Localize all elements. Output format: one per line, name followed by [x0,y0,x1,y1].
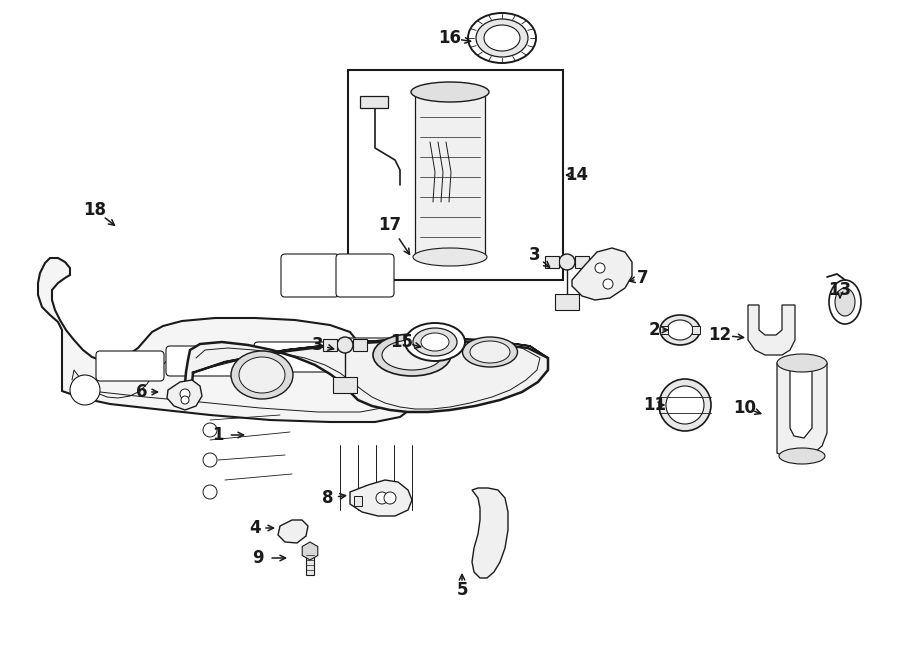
Circle shape [603,279,613,289]
Circle shape [203,453,217,467]
Ellipse shape [660,315,700,345]
Ellipse shape [239,357,285,393]
Polygon shape [278,520,308,543]
Text: 17: 17 [378,216,401,234]
Text: 13: 13 [828,281,851,299]
Polygon shape [748,305,795,355]
Polygon shape [323,339,337,351]
Ellipse shape [468,13,536,63]
Bar [348,70,563,280]
Text: 2: 2 [648,321,660,339]
Polygon shape [167,380,202,410]
Ellipse shape [413,248,487,266]
Bar [360,96,388,108]
Text: 8: 8 [322,489,334,507]
Circle shape [70,375,100,405]
Ellipse shape [484,25,520,51]
Polygon shape [302,542,318,560]
Text: 9: 9 [252,549,264,567]
Ellipse shape [413,328,457,356]
Ellipse shape [829,280,861,324]
Text: 6: 6 [136,383,148,401]
Polygon shape [38,258,412,422]
Polygon shape [415,92,485,257]
Text: 3: 3 [312,336,324,354]
Text: 15: 15 [391,333,413,351]
Ellipse shape [835,288,855,316]
Bar [354,496,362,506]
Ellipse shape [476,19,528,57]
Polygon shape [660,326,668,334]
Ellipse shape [382,340,442,370]
Polygon shape [575,256,589,268]
Ellipse shape [666,386,704,424]
FancyBboxPatch shape [281,254,339,297]
Text: 5: 5 [456,581,468,599]
Circle shape [181,396,189,404]
Text: 1: 1 [212,426,224,444]
Ellipse shape [411,82,489,102]
Ellipse shape [667,320,693,340]
Circle shape [595,263,605,273]
Ellipse shape [777,354,827,372]
Circle shape [180,389,190,399]
Circle shape [376,492,388,504]
Text: 7: 7 [637,269,649,287]
Polygon shape [333,377,357,393]
Ellipse shape [470,341,510,363]
FancyBboxPatch shape [344,338,397,368]
Ellipse shape [405,323,465,361]
Circle shape [203,485,217,499]
Text: 14: 14 [565,166,589,184]
Polygon shape [555,294,579,310]
Polygon shape [545,256,559,268]
Circle shape [384,492,396,504]
Ellipse shape [421,333,449,351]
Polygon shape [192,338,548,373]
Ellipse shape [559,254,575,270]
Text: 11: 11 [644,396,667,414]
Ellipse shape [463,337,518,367]
FancyBboxPatch shape [96,351,164,381]
Bar [306,555,314,575]
Polygon shape [353,339,367,351]
Polygon shape [692,326,700,334]
Polygon shape [572,248,632,300]
Polygon shape [777,363,827,460]
Text: 10: 10 [734,399,757,417]
Polygon shape [472,488,508,578]
FancyBboxPatch shape [336,254,394,297]
Circle shape [203,423,217,437]
Ellipse shape [231,351,293,399]
Text: 18: 18 [84,201,106,219]
Text: 4: 4 [249,519,261,537]
Text: 16: 16 [438,29,462,47]
Polygon shape [350,480,412,516]
Text: 12: 12 [708,326,732,344]
Text: 3: 3 [529,246,541,264]
Ellipse shape [337,337,353,353]
FancyBboxPatch shape [254,342,342,372]
Ellipse shape [373,334,451,376]
Ellipse shape [659,379,711,431]
FancyBboxPatch shape [166,346,249,376]
Ellipse shape [779,448,825,464]
Polygon shape [185,340,548,412]
